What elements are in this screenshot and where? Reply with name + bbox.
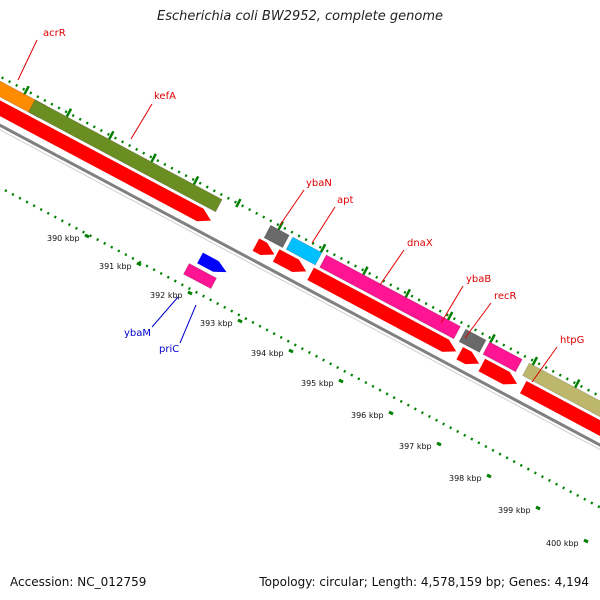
gene-label-htpG: htpG [560,335,584,346]
accession-text: Accession: NC_012759 [10,575,147,589]
kbp-tick-label: 396 kbp [351,411,384,420]
kbp-tick-mark [535,505,541,511]
genome-backbone-shadow [0,129,600,451]
gene-label-leader [440,285,464,324]
genome-title: Escherichia coli BW2952, complete genome [157,9,443,24]
gene-label-apt: apt [337,195,353,206]
gene-label-ybaM: ybaM [124,328,151,339]
feature-track-tick [65,108,73,118]
gene-label-leader [130,103,153,140]
gene-label-leader [17,39,38,81]
kbp-tick-mark [486,473,492,479]
gene-label-kefA: kefA [154,91,176,102]
kbp-tick-mark [436,441,442,447]
gene-bar-htpG [522,362,600,418]
feature-track-tick [531,356,539,366]
gene-label-leader [531,346,558,383]
cds-arrow [478,358,518,385]
gene-bar-ybaB [458,328,487,353]
feature-track-tick [192,175,200,186]
feature-track-tick [150,153,157,163]
gene-bar-priC [183,263,217,290]
kbp-tick-mark [237,318,243,324]
gene-label-leader [279,189,305,226]
cds-arrow [520,381,600,436]
gene-bar-kefA [28,99,223,213]
kbp-tick-label: 392 kbp [150,291,183,300]
feature-track-tick [404,288,412,298]
gene-label-leader [311,206,336,244]
gene-label-leader [179,304,197,344]
kbp-tick-label: 398 kbp [449,474,482,483]
kbp-tick-label: 395 kbp [301,379,334,388]
gene-label-acrR: acrR [43,28,66,39]
gene-label-ybaB: ybaB [466,274,491,285]
feature-track-tick [23,85,30,95]
scale-track-dotted [0,186,600,509]
cds-arrow [307,267,457,352]
feature-track-tick [108,130,115,140]
kbp-tick-label: 394 kbp [251,349,284,358]
gene-label-priC: priC [159,344,179,355]
kbp-tick-label: 391 kbp [99,262,132,271]
gene-label-dnaX: dnaX [407,238,433,249]
feature-track-tick [446,311,454,321]
feature-track-tick [362,266,369,276]
genome-backbone [0,123,600,447]
kbp-tick-label: 393 kbp [200,319,233,328]
cds-arrow [272,249,307,272]
gene-bar-apt [285,236,323,266]
feature-track-dotted [0,75,600,398]
kbp-tick-label: 399 kbp [498,506,531,515]
cds-arrow [456,347,480,365]
gene-label-leader [464,302,492,339]
kbp-tick-mark [338,378,344,384]
gene-arrow-ybaM [197,252,227,273]
kbp-tick-mark [136,261,142,267]
feature-track-tick [319,243,327,253]
gene-label-ybaN: ybaN [306,178,332,189]
cds-arrow [252,238,275,255]
kbp-tick-mark [388,410,394,416]
kbp-tick-mark [288,348,294,354]
gene-bar-ybaN [263,224,290,249]
kbp-tick-mark [187,290,193,296]
feature-track-tick [277,221,284,231]
gene-bar-dnaX [319,254,461,340]
kbp-tick-mark [84,233,90,239]
kbp-tick-label: 400 kbp [546,539,579,548]
gene-bar-recR [482,341,523,373]
genome-summary-text: Topology: circular; Length: 4,578,159 bp… [259,575,589,589]
kbp-tick-label: 390 kbp [47,234,80,243]
feature-track-tick [235,198,242,208]
gene-label-recR: recR [494,291,517,302]
kbp-tick-mark [583,538,589,544]
feature-track-tick [574,379,581,389]
kbp-tick-label: 397 kbp [399,442,432,451]
gene-label-leader [379,249,405,286]
feature-track-tick [489,333,496,344]
gene-label-leader [151,296,179,328]
cds-arrow [20,114,211,222]
